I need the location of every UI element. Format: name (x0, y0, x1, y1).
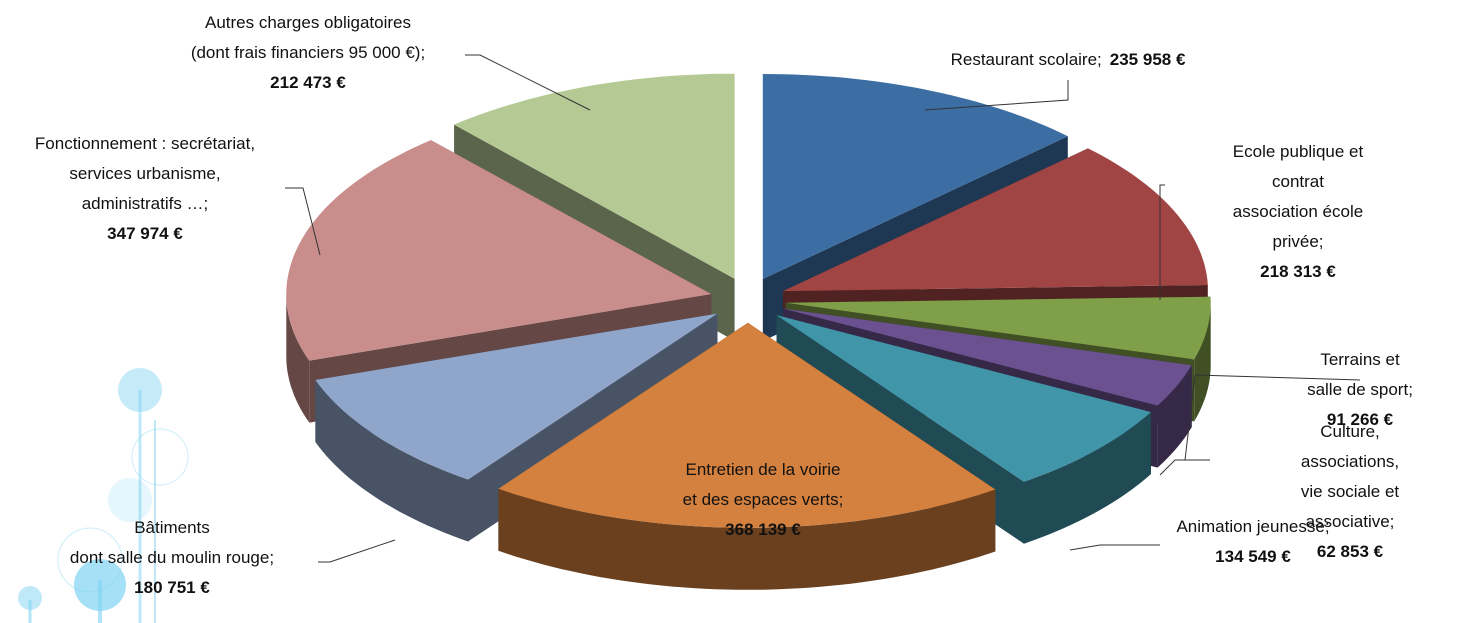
value-label: 134 549 € (1176, 542, 1329, 572)
category-label: Bâtiments dont salle du moulin rouge; (70, 518, 274, 567)
value-label: 212 473 € (191, 68, 425, 98)
category-label: Animation jeunesse; (1176, 517, 1329, 536)
slice-label: Autres charges obligatoires (dont frais … (191, 8, 425, 98)
slice-label: Entretien de la voirie et des espaces ve… (683, 455, 844, 545)
category-label: Ecole publique et contrat association éc… (1233, 142, 1363, 251)
slice-label: Ecole publique et contrat association éc… (1208, 137, 1388, 287)
value-label: 347 974 € (35, 219, 255, 249)
category-label: Restaurant scolaire; (951, 50, 1102, 69)
value-label: 180 751 € (70, 573, 274, 603)
value-label: 368 139 € (683, 515, 844, 545)
slice-label: Bâtiments dont salle du moulin rouge; 180… (70, 513, 274, 603)
category-label: Fonctionnement : secrétariat, services u… (35, 134, 255, 213)
leader-line (1070, 545, 1160, 550)
category-label: Autres charges obligatoires (dont frais … (191, 13, 425, 62)
slice-label: Animation jeunesse; 134 549 € (1176, 512, 1329, 572)
category-label: Entretien de la voirie et des espaces ve… (683, 460, 844, 509)
value-label: 235 958 € (1110, 50, 1186, 69)
category-label: Terrains et salle de sport; (1307, 350, 1413, 399)
page: Restaurant scolaire; 235 958 € Ecole publi… (0, 0, 1478, 623)
slice-label: Fonctionnement : secrétariat, services u… (35, 129, 255, 249)
leader-line (1160, 460, 1210, 475)
value-label: 218 313 € (1208, 257, 1388, 287)
slice-label: Restaurant scolaire; 235 958 € (951, 45, 1186, 75)
leader-line (318, 540, 395, 562)
